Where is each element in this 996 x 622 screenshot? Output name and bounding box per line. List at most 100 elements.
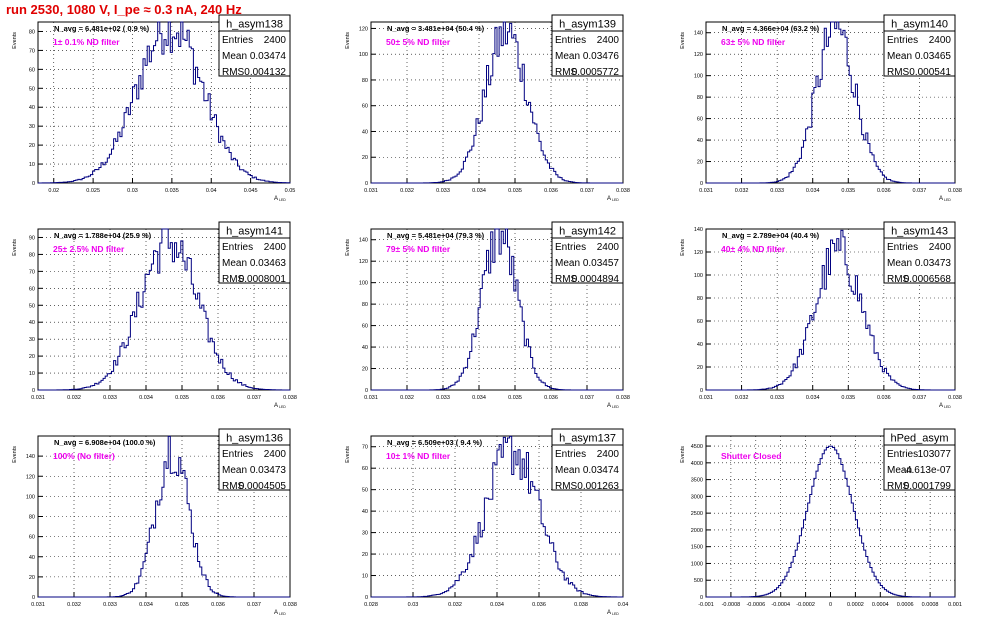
y-axis-label: Events (345, 446, 351, 463)
stats-value: 0.0006568 (904, 274, 952, 285)
y-tick-label: 0 (32, 388, 35, 394)
y-tick-label: 30 (29, 124, 35, 130)
x-axis-label: A (607, 610, 611, 616)
y-tick-label: 20 (29, 575, 35, 581)
navg-label: N_avg = 5.481e+04 (79.3 %) (387, 231, 485, 240)
stats-label: Mean (555, 258, 580, 269)
x-tick-label: 0.034 (472, 395, 486, 401)
histogram-series-h_asym141 (37, 228, 291, 391)
x-tick-label: 0.031 (364, 395, 378, 401)
y-axis-label: Events (345, 32, 351, 49)
x-tick-label: 0.035 (175, 602, 189, 608)
plot-frame (37, 21, 291, 184)
y-tick-label: 0 (365, 181, 368, 187)
panel-h_asym136: 0.031 0.032 0.033 0.034 0.035 0.036 0.037 0.038… (12, 428, 297, 616)
x-tick-label: 0.035 (508, 188, 522, 194)
x-tick-label: 0.025 (86, 188, 100, 194)
y-tick-label: 1500 (691, 545, 703, 551)
histogram-name: h_asym138 (226, 19, 283, 31)
stats-label: RMS (887, 481, 910, 492)
x-tick-label: 0.03 (408, 602, 419, 608)
histogram-name: h_asym136 (226, 433, 283, 445)
stats-box (551, 237, 624, 284)
y-axis-label: Events (12, 32, 18, 49)
y-tick-label: 10 (29, 371, 35, 377)
stats-label: RMS (887, 67, 910, 78)
x-tick-label: 0.036 (211, 602, 225, 608)
x-tick-label: 0.036 (532, 602, 546, 608)
y-tick-label: 20 (362, 552, 368, 558)
y-tick-label: 40 (29, 105, 35, 111)
stats-value: 2400 (264, 242, 287, 253)
y-tick-label: 60 (362, 466, 368, 472)
filter-annotation: 50± 5% ND filter (386, 37, 451, 47)
stats-value: 2400 (597, 35, 620, 46)
y-tick-label: 20 (29, 354, 35, 360)
y-tick-label: 60 (362, 104, 368, 110)
x-tick-label: 0.035 (508, 395, 522, 401)
y-tick-label: 50 (29, 303, 35, 309)
x-tick-label: 0.036 (877, 395, 891, 401)
y-tick-label: 120 (26, 474, 35, 480)
stats-value: 0.03473 (915, 258, 952, 269)
x-tick-label: 0.045 (244, 188, 258, 194)
y-tick-label: 60 (362, 324, 368, 330)
stats-value: 2400 (597, 449, 620, 460)
stats-label: Mean (555, 51, 580, 62)
histogram-series-h_asym143 (706, 229, 956, 391)
y-tick-label: 0 (365, 388, 368, 394)
page-title: run 2530, 1080 V, I_pe ≈ 0.3 nA, 240 Hz (6, 2, 242, 17)
stats-value: 0.03476 (583, 51, 620, 62)
y-axis-label: Events (680, 446, 686, 463)
x-tick-label: 0.033 (103, 395, 117, 401)
stats-box (218, 444, 291, 491)
stats-label: Mean (555, 465, 580, 476)
x-tick-label: 0.031 (699, 395, 713, 401)
y-tick-label: 90 (29, 235, 35, 241)
y-tick-label: 100 (359, 281, 368, 287)
stats-box (883, 30, 956, 77)
y-axis-label: Events (12, 239, 18, 256)
x-tick-label: 0.034 (139, 395, 153, 401)
stats-value: 0.03474 (583, 465, 620, 476)
x-tick-label: 0.033 (103, 602, 117, 608)
stats-label: Entries (222, 35, 253, 46)
navg-label: N_avg = 1.788e+04 (25.9 %) (54, 231, 152, 240)
navg-label: N_avg = 4.366e+04 (63.2 %) (722, 24, 820, 33)
y-tick-label: 0 (700, 388, 703, 394)
x-tick-label: 0.032 (67, 395, 81, 401)
panel-h_asym138: 0.02 0.025 0.03 0.035 0.04 0.045 0.05 0 10 20 30 40… (12, 14, 295, 202)
y-tick-label: 80 (29, 29, 35, 35)
y-axis-label: Events (680, 32, 686, 49)
navg-label: N_avg = 2.789e+04 (40.4 %) (722, 231, 820, 240)
histogram-name: h_asym137 (559, 433, 616, 445)
y-tick-label: 60 (29, 67, 35, 73)
y-tick-label: 60 (29, 286, 35, 292)
y-axis-label: Events (12, 446, 18, 463)
x-tick-label: 0.037 (580, 188, 594, 194)
stats-value: 0.03463 (250, 258, 287, 269)
x-tick-label: 0.034 (806, 188, 820, 194)
x-tick-label: 0.032 (400, 188, 414, 194)
stats-value: -4.613e-07 (903, 465, 952, 476)
x-tick-label: 0.034 (139, 602, 153, 608)
x-tick-label: 0.036 (211, 395, 225, 401)
x-tick-label: -0.0002 (796, 602, 815, 608)
y-tick-label: 2500 (691, 511, 703, 517)
stats-value: 0.03473 (250, 465, 287, 476)
y-tick-label: 60 (29, 535, 35, 541)
y-tick-label: 70 (29, 48, 35, 54)
stats-label: Entries (555, 242, 586, 253)
plot-frame (705, 228, 956, 391)
x-tick-label: 0.031 (699, 188, 713, 194)
y-tick-label: 0 (32, 181, 35, 187)
x-tick-label: 0.0004 (872, 602, 889, 608)
y-tick-label: 70 (362, 445, 368, 451)
navg-label: N_avg = 6.481e+02 ( 0.9 %) (54, 24, 150, 33)
x-axis-label-subscript: LED (944, 405, 951, 409)
y-tick-label: 120 (694, 250, 703, 256)
filter-annotation: 40± 4% ND filter (721, 244, 786, 254)
stats-value: 0.0004894 (572, 274, 620, 285)
x-axis-label: A (274, 403, 278, 409)
